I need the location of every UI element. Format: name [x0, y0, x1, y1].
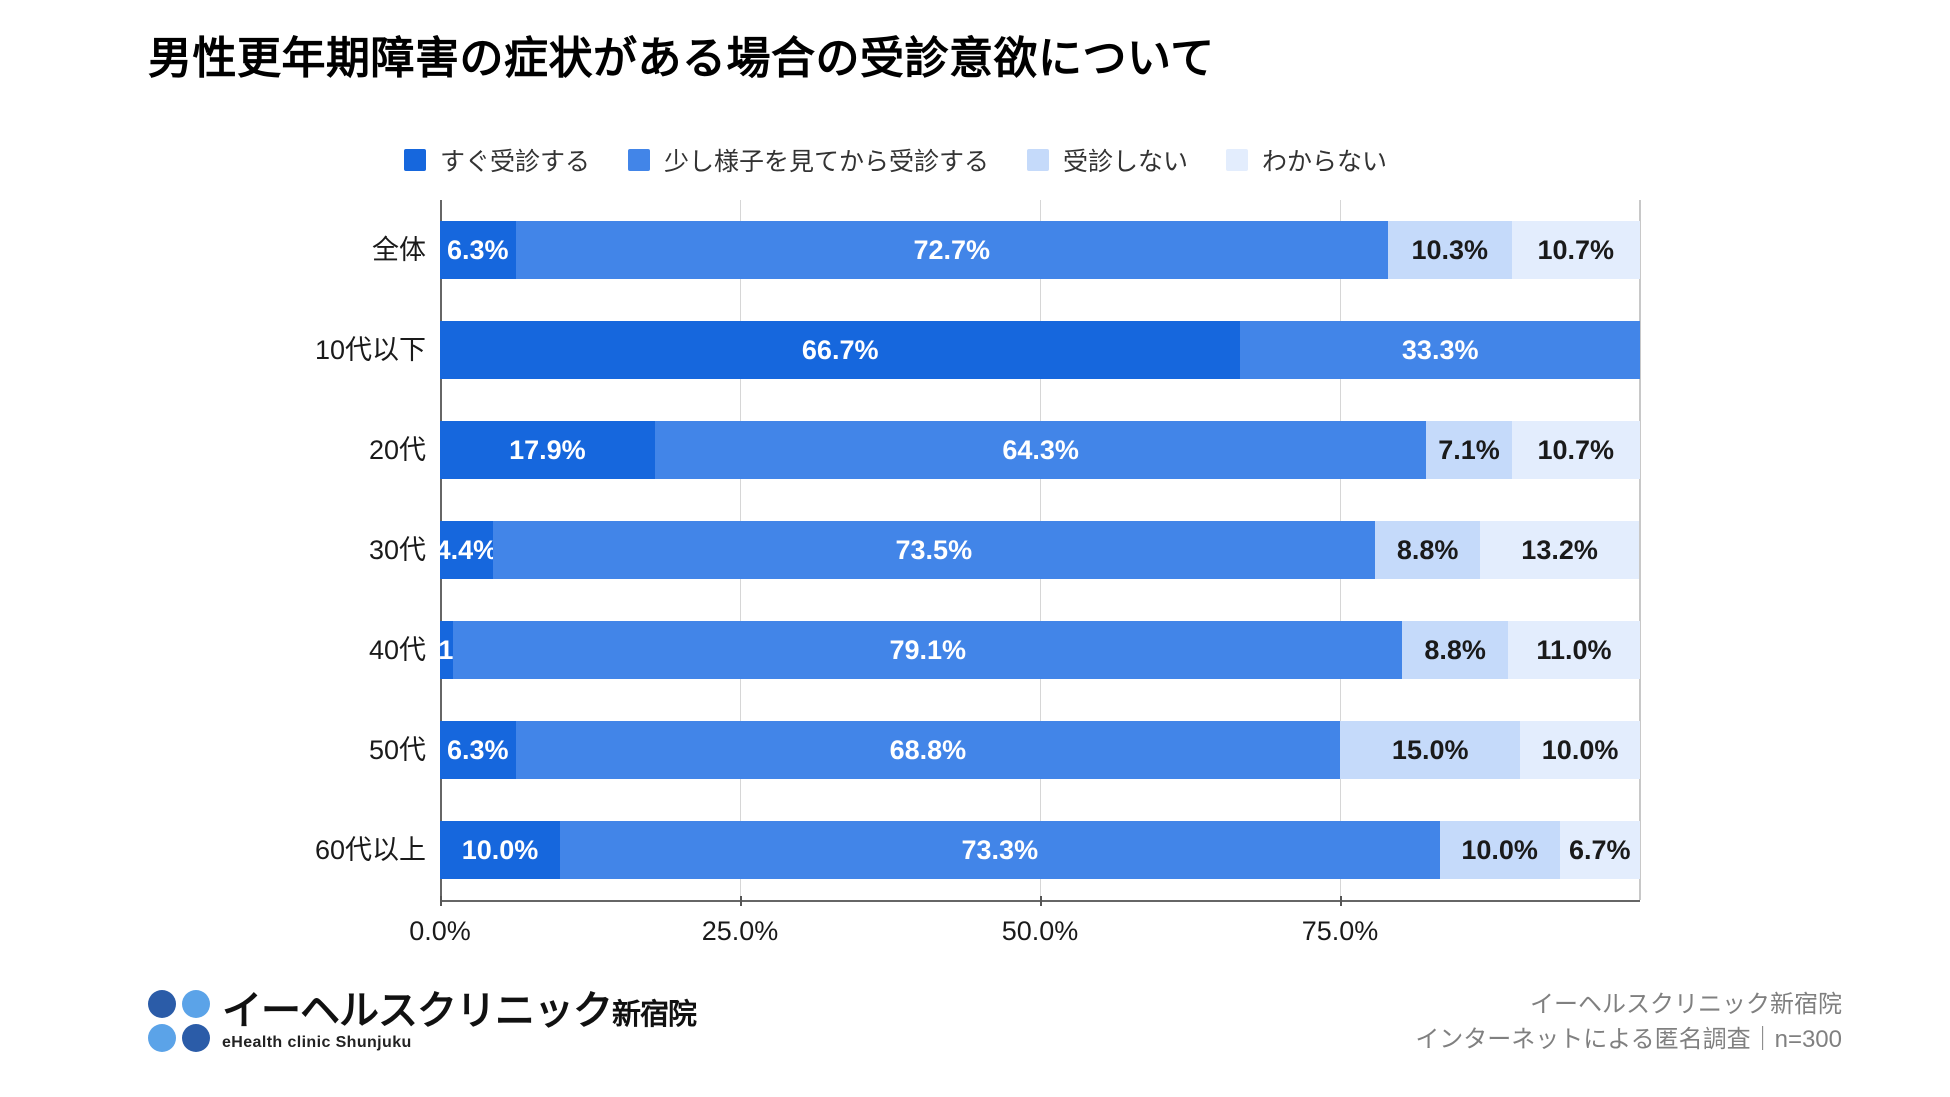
bar-segment[interactable]: 68.8%: [515, 721, 1341, 779]
logo-main-text: イーヘルスクリニック新宿院: [222, 989, 697, 1033]
logo-sub-text: eHealth clinic Shunjuku: [222, 1034, 412, 1051]
legend-label: 受診しない: [1063, 148, 1189, 176]
bar-segment[interactable]: 11.0%: [1507, 621, 1640, 679]
x-axis-tick-mark: [1340, 896, 1342, 906]
bar-segment[interactable]: 73.5%: [492, 521, 1375, 579]
bar-segment[interactable]: 10.0%: [1520, 721, 1640, 779]
legend-item-3[interactable]: わからない: [1226, 142, 1387, 178]
bar-segment[interactable]: 72.7%: [515, 221, 1388, 279]
bar-segment[interactable]: 73.3%: [560, 821, 1440, 879]
x-axis-tick-label: 25.0%: [701, 916, 779, 946]
bar-row[interactable]: 10.0% 73.3% 10.0% 6.7%: [440, 821, 1640, 879]
source-note: イーヘルスクリニック新宿院 インターネットによる匿名調査｜n=300: [1415, 988, 1842, 1058]
x-axis-tick-label: 75.0%: [1301, 916, 1379, 946]
logo-name: イーヘルスクリニック: [222, 989, 613, 1033]
bar-row[interactable]: 4.4% 73.5% 8.8% 13.2%: [436, 521, 1640, 579]
bar-segment[interactable]: 8.8%: [1402, 621, 1508, 679]
y-axis-tick-label: 40代: [368, 635, 426, 665]
bar-segment[interactable]: 10.0%: [440, 821, 560, 879]
source-line-2: インターネットによる匿名調査｜n=300: [1415, 1025, 1842, 1053]
y-axis-tick-label: 全体: [372, 235, 426, 265]
bar-segment[interactable]: 4.4%: [436, 521, 497, 579]
legend-label: すぐ受診する: [440, 148, 591, 176]
bar-segment[interactable]: 6.3%: [440, 221, 516, 279]
x-axis-tick-label: 0.0%: [409, 916, 471, 946]
bar-segment[interactable]: 10.3%: [1387, 221, 1512, 279]
logo-dot-top-left: [148, 990, 176, 1018]
bar-segment[interactable]: 64.3%: [654, 421, 1427, 479]
bar-segment[interactable]: 7.1%: [1426, 421, 1512, 479]
y-axis-tick-label: 10代以下: [314, 335, 426, 365]
bar-segment[interactable]: 6.7%: [1559, 821, 1640, 879]
x-axis-tick-mark: [740, 896, 742, 906]
bar-segment[interactable]: 13.2%: [1480, 521, 1639, 579]
bar-row[interactable]: 17.9% 64.3% 7.1% 10.7%: [440, 421, 1640, 479]
legend-label: 少し様子を見てから受診する: [664, 148, 990, 176]
legend-label: わからない: [1262, 148, 1388, 176]
logo-dots-icon: [148, 990, 210, 1052]
bar-row[interactable]: 6.3% 68.8% 15.0% 10.0%: [440, 721, 1640, 779]
bar-segment[interactable]: 33.3%: [1240, 321, 1640, 379]
bar-row[interactable]: 6.3% 72.7% 10.3% 10.7%: [440, 221, 1640, 279]
legend-item-2[interactable]: 受診しない: [1027, 142, 1188, 178]
bar-segment[interactable]: 10.7%: [1511, 221, 1640, 279]
bar-segment[interactable]: 10.7%: [1511, 421, 1640, 479]
y-axis-tick-label: 60代以上: [314, 835, 426, 865]
y-axis-tick-label: 20代: [368, 435, 426, 465]
legend-item-0[interactable]: すぐ受診する: [404, 142, 590, 178]
chart-plot-area: 6.3% 72.7% 10.3% 10.7% 66.7% 33.3% 17.9% 64.3% 7…: [416, 200, 1641, 900]
source-line-1: イーヘルスクリニック新宿院: [1530, 991, 1842, 1018]
chart-legend: すぐ受診する 少し様子を見てから受診する 受診しない わからない: [404, 142, 1425, 178]
y-axis-tick-label: 50代: [368, 735, 426, 765]
bar-segment[interactable]: 15.0%: [1340, 721, 1521, 779]
bar-segment[interactable]: 10.0%: [1439, 821, 1560, 879]
legend-swatch-icon: [1226, 149, 1249, 171]
bar-segment[interactable]: 17.9%: [440, 421, 655, 479]
legend-item-1[interactable]: 少し様子を見てから受診する: [628, 142, 989, 178]
legend-swatch-icon: [628, 149, 651, 171]
legend-swatch-icon: [1027, 149, 1050, 171]
x-axis-tick-mark: [1040, 896, 1042, 906]
bar-segment[interactable]: 66.7%: [440, 321, 1241, 379]
bar-segment[interactable]: 79.1%: [453, 621, 1403, 679]
bar-segment[interactable]: 6.3%: [440, 721, 516, 779]
bar-segment[interactable]: 8.8%: [1374, 521, 1481, 579]
logo-dot-bottom-right: [182, 1024, 210, 1052]
plot-right-border: [1639, 200, 1641, 900]
bar-row[interactable]: 66.7% 33.3%: [440, 321, 1640, 379]
y-axis-tick-label: 30代: [368, 535, 426, 565]
page-title: 男性更年期障害の症状がある場合の受診意欲について: [148, 34, 1215, 83]
logo-text: イーヘルスクリニック新宿院 eHealth clinic Shunjuku: [222, 989, 697, 1052]
logo-dot-top-right: [182, 990, 210, 1018]
x-axis-tick-label: 50.0%: [1001, 916, 1079, 946]
x-axis-tick-mark: [440, 896, 442, 906]
logo-dot-bottom-left: [148, 1024, 176, 1052]
brand-logo: イーヘルスクリニック新宿院 eHealth clinic Shunjuku: [148, 989, 697, 1052]
bar-segment[interactable]: 1.1%: [416, 621, 477, 679]
legend-swatch-icon: [404, 149, 426, 171]
bar-row[interactable]: 1.1% 79.1% 8.8% 11.0%: [416, 621, 1640, 679]
logo-branch: 新宿院: [612, 999, 697, 1031]
